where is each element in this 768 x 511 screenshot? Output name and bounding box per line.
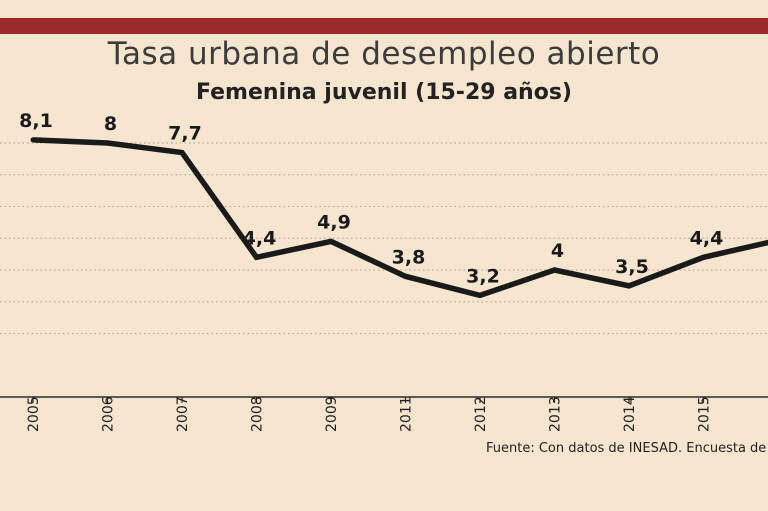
- data-label: 4,9: [317, 211, 351, 233]
- chart-title: Tasa urbana de desempleo abierto: [107, 36, 661, 72]
- x-tick-label: 2007: [175, 396, 191, 432]
- data-label: 4: [551, 240, 564, 262]
- data-label: 8: [104, 113, 117, 135]
- x-tick-label: 2005: [26, 396, 42, 432]
- data-point: [626, 283, 632, 289]
- x-tick-label: 2015: [697, 396, 713, 432]
- chart-subtitle: Femenina juvenil (15-29 años): [196, 80, 572, 105]
- x-tick-label: 2012: [473, 396, 489, 432]
- data-point: [477, 292, 483, 298]
- data-label: 8,1: [19, 110, 53, 132]
- x-tick-label: 2013: [548, 396, 564, 432]
- source-note: Fuente: Con datos de INESAD. Encuesta de…: [486, 441, 768, 456]
- data-label: 3,5: [615, 256, 649, 278]
- data-label: 4,4: [690, 227, 724, 249]
- data-point: [30, 137, 36, 143]
- data-point: [179, 150, 185, 156]
- data-label: 7,7: [168, 123, 202, 145]
- x-tick-label: 2009: [324, 396, 340, 432]
- data-point: [328, 238, 334, 244]
- top-accent-bar: [0, 18, 768, 34]
- data-point: [403, 273, 408, 279]
- x-tick-label: 2006: [101, 396, 117, 432]
- data-label: 3,2: [466, 265, 500, 287]
- x-tick-label: 2008: [250, 396, 266, 432]
- data-point: [552, 267, 557, 273]
- x-tick-label: 2011: [399, 396, 415, 432]
- data-point: [701, 254, 706, 260]
- series-line: [32, 137, 768, 299]
- x-tick-label: 2014: [622, 396, 638, 432]
- data-label: 3,8: [392, 246, 426, 268]
- data-point: [105, 140, 110, 146]
- data-point: [254, 254, 259, 260]
- data-label: 4,4: [243, 227, 277, 249]
